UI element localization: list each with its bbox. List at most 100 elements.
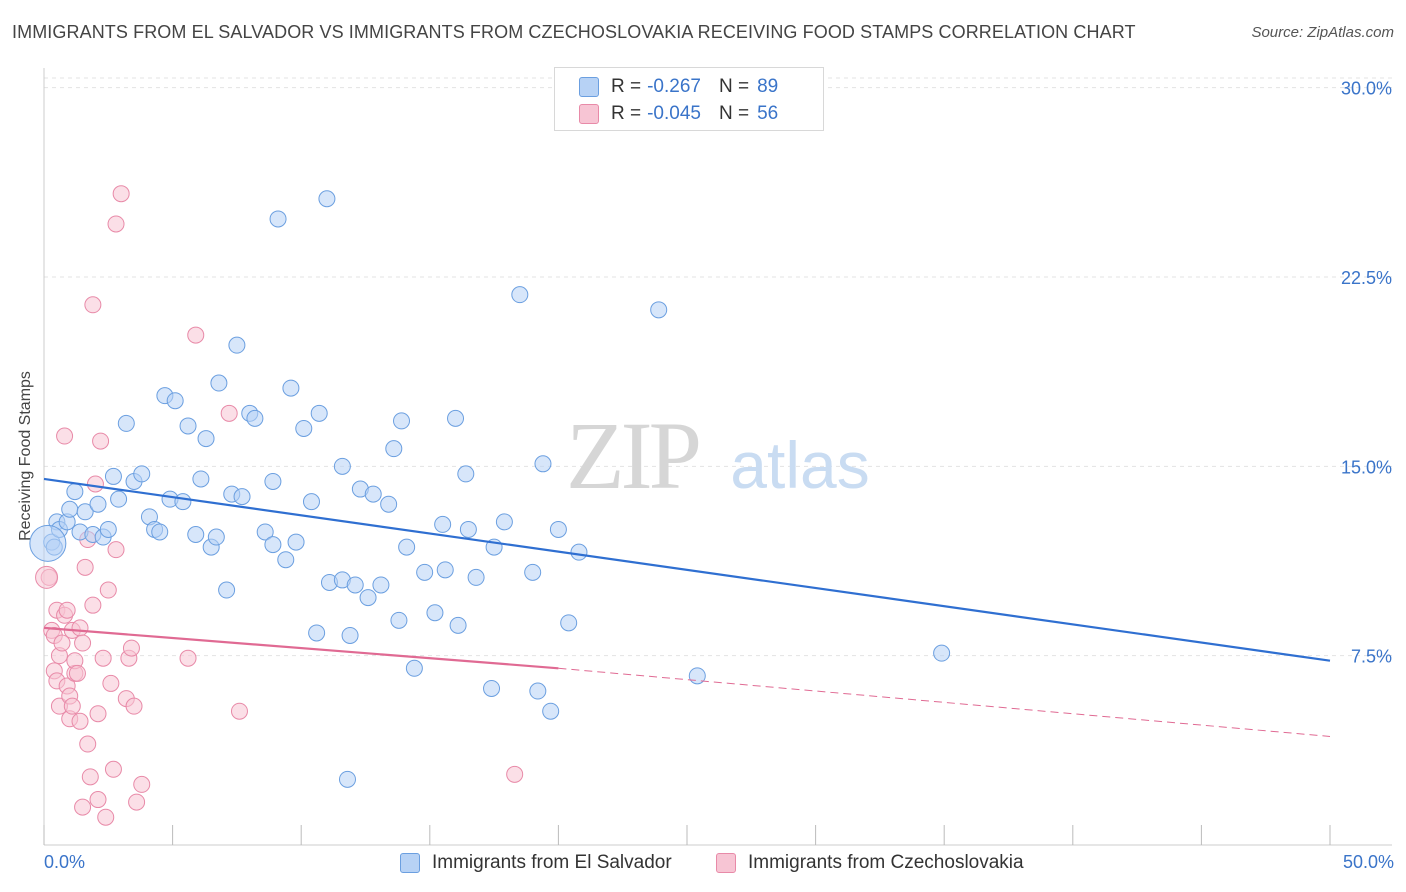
series-legend-el-salvador[interactable]: Immigrants from El Salvador xyxy=(400,852,672,874)
legend-row-czechoslovakia: R = -0.045 N = 56 xyxy=(579,101,778,127)
series-legend-label: Immigrants from El Salvador xyxy=(432,852,672,873)
data-point-el-salvador xyxy=(110,490,128,508)
data-point-czechoslovakia-cluster xyxy=(35,565,59,589)
data-point-el-salvador xyxy=(650,301,668,319)
data-point-el-salvador xyxy=(179,417,197,435)
data-point-el-salvador xyxy=(511,286,529,304)
series-el-salvador xyxy=(29,190,951,788)
data-point-el-salvador xyxy=(405,659,423,677)
data-point-el-salvador xyxy=(104,467,122,485)
data-point-el-salvador xyxy=(282,379,300,397)
x-tick-label-max: 50.0% xyxy=(1342,852,1394,872)
data-point-el-salvador xyxy=(228,336,246,354)
data-point-czechoslovakia xyxy=(56,427,74,445)
data-point-czechoslovakia xyxy=(107,215,125,233)
data-point-czechoslovakia xyxy=(187,326,205,344)
data-point-czechoslovakia xyxy=(133,775,151,793)
data-point-el-salvador xyxy=(426,604,444,622)
data-point-czechoslovakia xyxy=(89,705,107,723)
data-point-el-salvador xyxy=(385,440,403,458)
legend-r-value: -0.267 xyxy=(647,76,701,97)
data-point-czechoslovakia xyxy=(112,185,130,203)
data-point-el-salvador xyxy=(166,392,184,410)
data-point-czechoslovakia xyxy=(53,634,71,652)
data-point-el-salvador xyxy=(364,485,382,503)
data-point-el-salvador xyxy=(295,419,313,437)
data-point-el-salvador xyxy=(434,515,452,533)
y-tick-label: 22.5% xyxy=(1341,268,1392,288)
data-point-czechoslovakia xyxy=(94,649,112,667)
data-point-el-salvador xyxy=(117,414,135,432)
data-point-el-salvador xyxy=(534,455,552,473)
data-point-czechoslovakia xyxy=(220,404,238,422)
legend-n-label: N = xyxy=(718,103,750,124)
data-point-czechoslovakia xyxy=(71,619,89,637)
data-point-el-salvador xyxy=(187,525,205,543)
y-tick-label: 15.0% xyxy=(1341,457,1392,477)
legend-r-value: -0.045 xyxy=(647,103,701,124)
data-point-el-salvador xyxy=(549,520,567,538)
data-point-czechoslovakia xyxy=(179,649,197,667)
legend-swatch-blue xyxy=(579,77,599,97)
data-point-el-salvador xyxy=(346,576,364,594)
data-point-czechoslovakia xyxy=(89,791,107,809)
data-point-el-salvador xyxy=(66,483,84,501)
data-point-el-salvador xyxy=(277,551,295,569)
data-point-czechoslovakia xyxy=(107,541,125,559)
data-point-czechoslovakia xyxy=(230,702,248,720)
data-point-czechoslovakia xyxy=(104,760,122,778)
legend-r-label: R = xyxy=(611,103,642,124)
data-point-el-salvador xyxy=(359,589,377,607)
trend-line-czechoslovakia-projected xyxy=(558,667,1331,737)
data-point-czechoslovakia xyxy=(71,712,89,730)
data-point-czechoslovakia xyxy=(122,639,140,657)
data-point-czechoslovakia xyxy=(63,697,81,715)
data-point-el-salvador xyxy=(372,576,390,594)
data-point-el-salvador xyxy=(390,611,408,629)
data-point-el-salvador xyxy=(264,536,282,554)
data-point-el-salvador xyxy=(560,614,578,632)
data-point-el-salvador xyxy=(524,563,542,581)
data-point-czechoslovakia xyxy=(86,475,104,493)
legend-r-label: R = xyxy=(611,76,642,97)
legend-swatch-pink xyxy=(579,104,599,124)
data-point-el-salvador xyxy=(61,500,79,518)
data-point-czechoslovakia xyxy=(102,674,120,692)
data-point-el-salvador xyxy=(264,472,282,490)
data-point-el-salvador xyxy=(338,770,356,788)
data-point-czechoslovakia xyxy=(84,296,102,314)
data-point-el-salvador xyxy=(192,470,210,488)
watermark-atlas: atlas xyxy=(730,428,869,502)
data-point-el-salvador xyxy=(76,503,94,521)
watermark: ZIP atlas xyxy=(566,402,870,509)
data-point-el-salvador xyxy=(449,616,467,634)
data-point-el-salvador xyxy=(151,523,169,541)
data-point-el-salvador xyxy=(218,581,236,599)
series-legend-czechoslovakia[interactable]: Immigrants from Czechoslovakia xyxy=(716,852,1024,874)
data-point-czechoslovakia xyxy=(92,432,110,450)
series-legend: Immigrants from El Salvador Immigrants f… xyxy=(0,852,1406,878)
y-tick-labels: 7.5% 15.0% 22.5% 30.0% xyxy=(1341,79,1392,667)
data-point-el-salvador xyxy=(89,495,107,513)
data-point-el-salvador xyxy=(436,561,454,579)
data-point-el-salvador xyxy=(318,190,336,208)
data-point-czechoslovakia xyxy=(128,793,146,811)
data-point-el-salvador xyxy=(542,702,560,720)
legend-n-label: N = xyxy=(718,76,750,97)
series-legend-swatch-pink xyxy=(716,853,736,873)
series-legend-swatch-blue xyxy=(400,853,420,873)
trend-lines xyxy=(43,477,1331,737)
data-point-el-salvador xyxy=(233,488,251,506)
legend-n-value: 89 xyxy=(757,76,779,97)
data-point-czechoslovakia xyxy=(79,735,97,753)
data-point-el-salvador xyxy=(287,533,305,551)
data-point-el-salvador xyxy=(459,520,477,538)
y-tick-label: 7.5% xyxy=(1351,647,1392,667)
data-point-el-salvador xyxy=(933,644,951,662)
data-point-czechoslovakia xyxy=(74,798,92,816)
data-point-el-salvador xyxy=(207,528,225,546)
data-point-czechoslovakia xyxy=(68,664,86,682)
data-point-el-salvador xyxy=(246,409,264,427)
legend-row-el-salvador: R = -0.267 N = 89 xyxy=(579,74,778,100)
